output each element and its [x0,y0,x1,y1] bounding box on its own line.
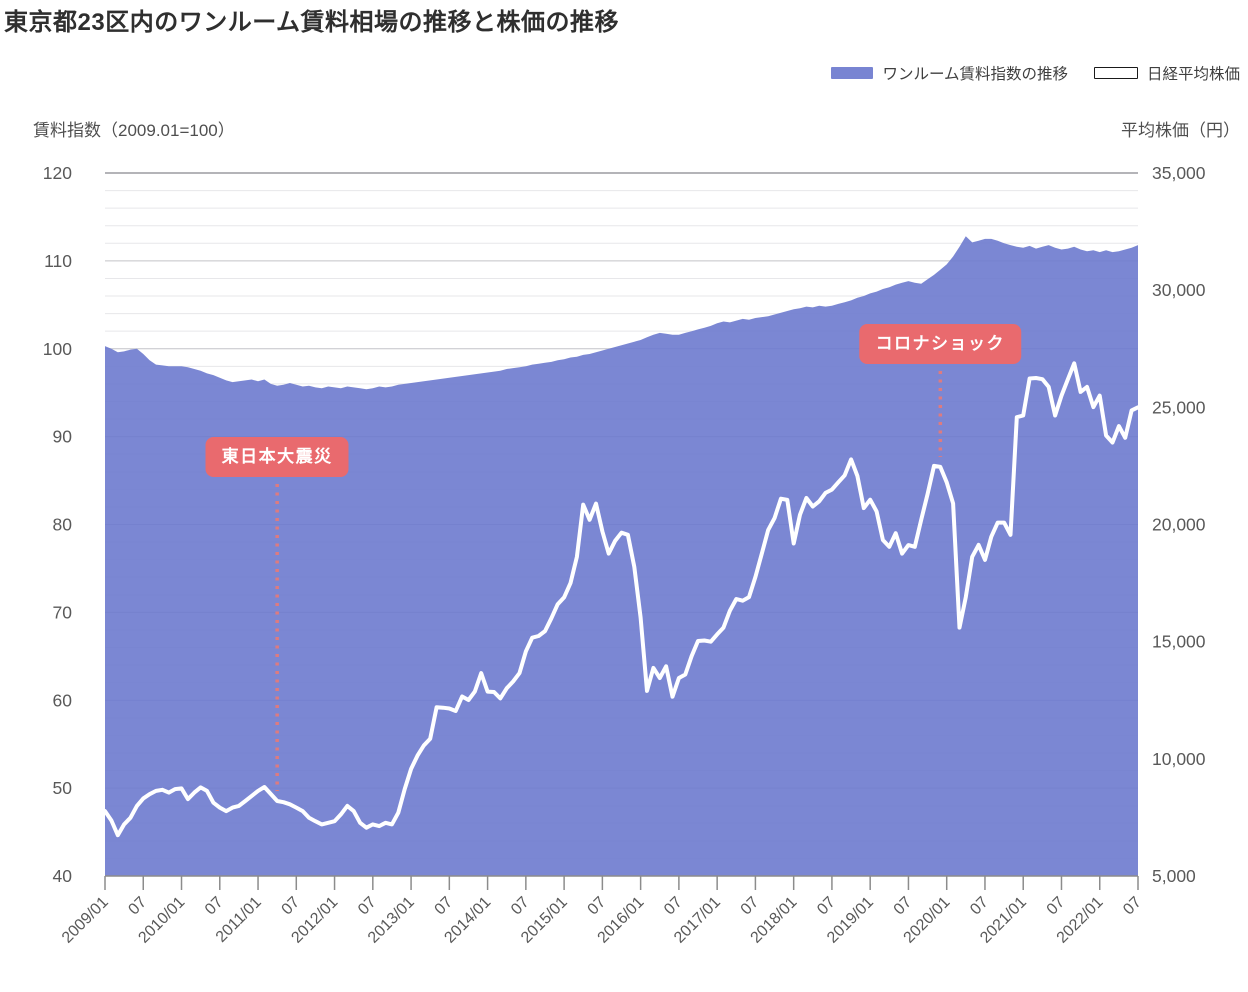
x-tick-label: 07 [279,894,304,919]
legend-label-nikkei: 日経平均株価 [1146,66,1240,83]
right-y-tick-label: 10,000 [1152,749,1206,769]
left-axis-title: 賃料指数（2009.01=100） [33,121,235,140]
right-y-tick-label: 15,000 [1152,632,1206,652]
x-tick-label: 07 [1044,894,1069,919]
x-tick-label: 07 [738,894,763,919]
left-y-tick-label: 90 [53,427,73,447]
left-y-tick-label: 60 [53,690,73,710]
rent-series-swatch-icon [831,67,874,79]
x-tick-label: 07 [814,894,839,919]
legend-item-rent-index[interactable]: ワンルーム賃料指数の推移 [831,62,1068,84]
right-y-tick-label: 5,000 [1152,866,1196,886]
left-y-tick-label: 120 [43,163,72,183]
right-y-tick-label: 25,000 [1152,397,1206,417]
left-y-tick-label: 110 [44,251,72,271]
chart-title: 東京都23区内のワンルーム賃料相場の推移と株価の推移 [4,9,619,36]
x-tick-label: 07 [1120,894,1145,919]
nikkei-series-swatch-icon [1093,67,1138,79]
x-tick-label: 07 [661,894,686,919]
x-tick-label: 07 [125,894,150,919]
x-tick-label: 07 [432,894,457,919]
legend-label-rent-index: ワンルーム賃料指数の推移 [882,66,1068,83]
right-y-tick-label: 30,000 [1152,280,1206,300]
left-y-tick-label: 70 [53,602,73,622]
x-tick-label: 07 [508,894,533,919]
x-tick-label: 07 [585,894,610,919]
left-y-tick-label: 40 [53,866,73,886]
annotation-earthquake-label: 東日本大震災 [205,437,349,477]
annotation-corona-label: コロナショック [859,324,1022,364]
left-y-tick-label: 50 [53,778,73,798]
x-tick-label: 07 [967,894,992,919]
right-y-tick-label: 20,000 [1152,515,1206,535]
x-tick-label: 2009/01 [59,894,112,947]
x-tick-label: 07 [891,894,916,919]
left-y-tick-label: 80 [53,515,73,535]
legend-item-nikkei[interactable]: 日経平均株価 [1093,62,1240,84]
rent-index-area-series [105,236,1138,877]
x-tick-label: 07 [202,894,227,919]
left-y-tick-label: 100 [43,339,72,359]
nikkei-line-series [103,361,1140,838]
right-y-tick-label: 35,000 [1152,163,1206,183]
legend: ワンルーム賃料指数の推移 日経平均株価 [831,62,1240,84]
x-tick-label: 07 [355,894,380,919]
right-axis-title: 平均株価（円） [1121,121,1240,140]
